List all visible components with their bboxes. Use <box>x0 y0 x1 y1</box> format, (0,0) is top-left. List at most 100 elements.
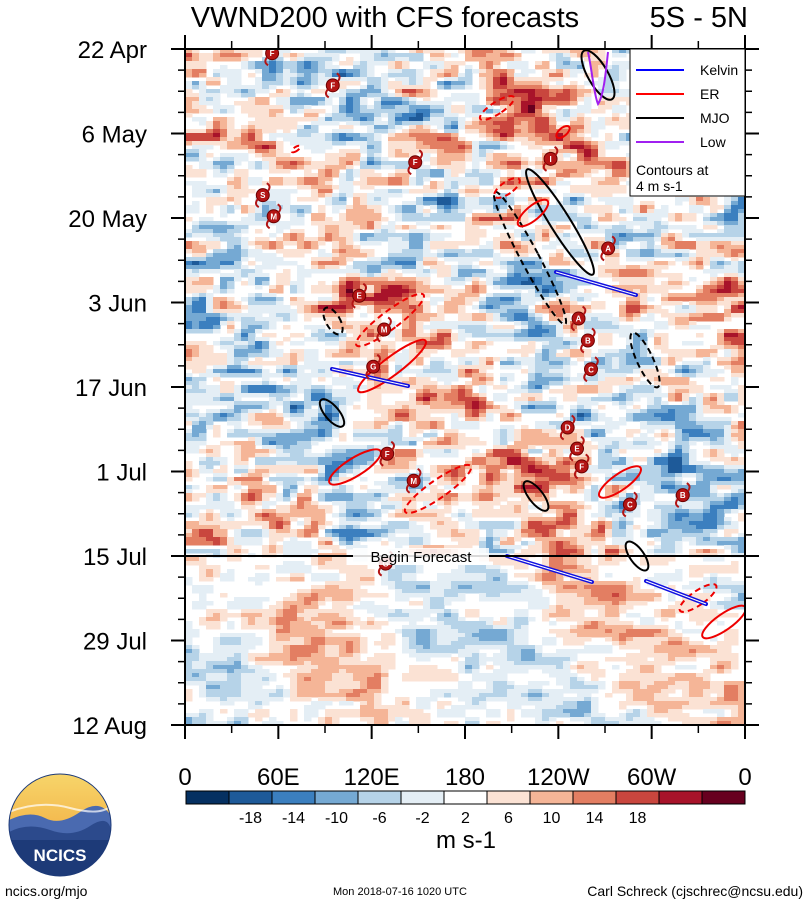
forecast-label: Begin Forecast <box>371 549 473 566</box>
y-tick-label: 17 Jun <box>75 375 147 402</box>
chart-title: VWND200 with CFS forecasts <box>191 2 579 34</box>
storm-marker: S <box>255 182 271 209</box>
legend-label: MJO <box>700 110 730 126</box>
colorbar-swatch <box>271 790 316 805</box>
storm-letter: F <box>330 81 335 90</box>
colorbar-tick-label: 2 <box>461 810 470 827</box>
kelvin-contour-inner <box>645 580 707 605</box>
contour-ellipse <box>357 338 427 394</box>
storm-marker: A <box>570 305 587 332</box>
colorbar-tick-label: -2 <box>415 810 429 827</box>
kelvin-contour-inner <box>506 555 593 583</box>
colorbar-tick-label: -14 <box>282 810 305 827</box>
colorbar-swatch <box>658 790 703 805</box>
storm-letter: F <box>270 49 275 58</box>
storm-marker: B <box>675 482 691 509</box>
y-axis: 22 Apr 6 May 20 May 3 Jun 17 Jun 1 Jul 15 Jul 2… <box>68 37 759 740</box>
x-tick-label: 180 <box>445 764 485 791</box>
colorbar: -18 -14 -10 -6 -2 2 6 10 14 18 <box>185 790 746 827</box>
x-tick-label: 60W <box>627 764 677 791</box>
footer-timestamp: Mon 2018-07-16 1020 UTC <box>333 886 467 898</box>
storm-marker: B <box>580 327 596 354</box>
footer-author: Carl Schreck (cjschrec@ncsu.edu) <box>587 883 803 899</box>
storm-letter: F <box>385 450 390 459</box>
storm-marker: E <box>351 282 367 309</box>
y-tick-label: 1 Jul <box>96 460 147 487</box>
storm-letter: D <box>565 424 571 433</box>
contour-ellipse <box>598 465 642 499</box>
colorbar-tick-label: 10 <box>543 810 561 827</box>
storm-marker: F <box>264 49 280 67</box>
contour-ellipse <box>493 177 521 199</box>
contour-ellipse <box>290 144 302 154</box>
storm-letter: C <box>627 500 633 509</box>
colorbar-swatch <box>357 790 402 805</box>
y-tick-label: 20 May <box>68 206 147 233</box>
storm-marker: F <box>573 453 590 480</box>
logo-text: NCICS <box>34 846 87 865</box>
storm-letter: M <box>381 326 388 335</box>
storm-marker: F <box>407 149 423 176</box>
colorbar-swatch <box>314 790 359 805</box>
contour-ellipse <box>322 306 344 336</box>
x-tick-label: 0 <box>738 764 751 791</box>
kelvin-contour-inner <box>331 368 409 387</box>
colorbar-tick-label: -18 <box>239 810 262 827</box>
legend-label: ER <box>700 86 719 102</box>
storm-letter: I <box>549 155 551 164</box>
storm-letter: M <box>410 477 417 486</box>
wind-anomaly-field <box>185 49 745 725</box>
storm-letter: S <box>260 191 266 200</box>
legend-note-line2: 4 m s-1 <box>636 178 683 194</box>
storm-letter: B <box>680 491 686 500</box>
x-tick-label: 120E <box>344 764 400 791</box>
contour-ellipse <box>629 331 661 389</box>
colorbar-tick-label: 18 <box>629 810 647 827</box>
storm-marker: M <box>405 467 422 494</box>
contour-ellipse <box>701 604 745 640</box>
x-tick-label: 120W <box>527 764 590 791</box>
contour-ellipse <box>328 448 382 486</box>
legend-label: Kelvin <box>700 62 738 78</box>
storm-marker: C <box>622 491 638 518</box>
colorbar-swatch <box>443 790 488 805</box>
storm-marker: F <box>325 72 341 99</box>
contour-ellipse <box>525 168 595 276</box>
storm-marker: E <box>569 435 585 462</box>
x-tick-label: 0 <box>178 764 191 791</box>
legend-label: Low <box>700 134 727 150</box>
contour-ellipse <box>355 292 425 348</box>
low-contour <box>587 51 609 107</box>
colorbar-swatch <box>529 790 574 805</box>
contour-ellipse <box>318 398 346 428</box>
storm-letter: M <box>270 212 277 221</box>
footer-left[interactable]: ncics.org/mjo <box>5 883 88 899</box>
ncics-logo: NCICS <box>8 773 112 877</box>
storm-marker: F <box>379 440 395 467</box>
y-tick-label: 3 Jun <box>88 291 147 318</box>
legend-note-line1: Contours at <box>636 162 708 178</box>
colorbar-swatch <box>701 790 746 805</box>
kelvin-contour-inner <box>555 271 637 296</box>
storm-marker: A <box>600 235 616 262</box>
contour-ellipse <box>516 198 550 228</box>
colorbar-swatch <box>400 790 445 805</box>
colorbar-tick-label: -6 <box>372 810 386 827</box>
storm-letter: B <box>585 337 591 346</box>
y-tick-label: 15 Jul <box>83 544 147 571</box>
storm-letter: E <box>357 292 363 301</box>
colorbar-tick-label: 14 <box>586 810 604 827</box>
storm-marker: G <box>365 353 381 380</box>
contour-ellipse <box>522 480 550 512</box>
contour-ellipse <box>555 125 571 139</box>
y-tick-label: 22 Apr <box>78 37 147 64</box>
storm-letter: C <box>588 365 594 374</box>
y-tick-label: 29 Jul <box>83 629 147 656</box>
y-tick-label: 12 Aug <box>72 713 147 740</box>
region-label: 5S - 5N <box>650 2 748 34</box>
colorbar-tick-label: -10 <box>325 810 348 827</box>
storm-letter: F <box>413 158 418 167</box>
colorbar-swatch <box>486 790 531 805</box>
colorbar-unit: m s-1 <box>436 827 496 854</box>
